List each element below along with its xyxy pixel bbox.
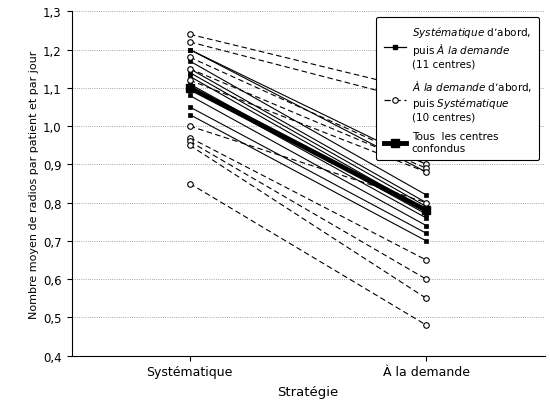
X-axis label: Stratégie: Stratégie [277, 385, 339, 398]
Y-axis label: Nombre moyen de radios par patient et par jour: Nombre moyen de radios par patient et pa… [29, 50, 39, 318]
Legend: $\it{Systématique}$ d’abord,
puis $\it{À\ la\ demande}$
(11 centres), $\it{À\ la: $\it{Systématique}$ d’abord, puis $\it{À… [376, 18, 540, 161]
